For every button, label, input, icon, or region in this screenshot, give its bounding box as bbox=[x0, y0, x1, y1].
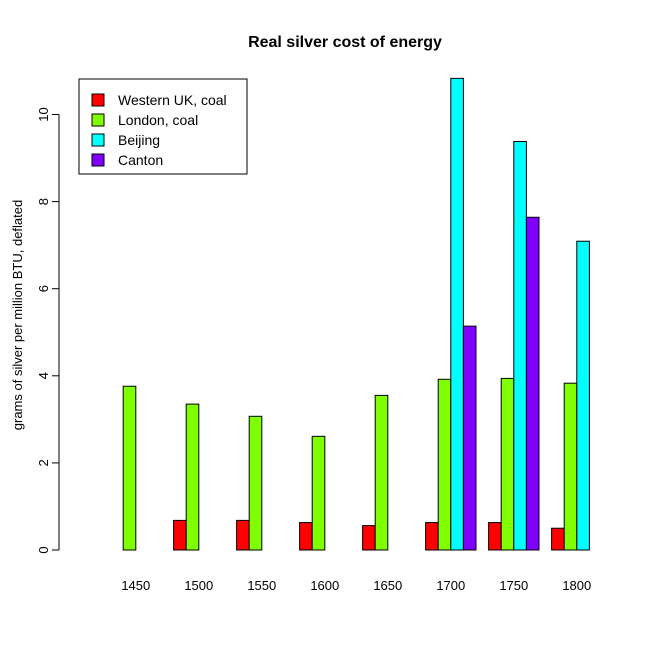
x-tick-label: 1750 bbox=[499, 578, 528, 593]
legend-swatch bbox=[91, 153, 105, 167]
legend-label: Western UK, coal bbox=[118, 92, 227, 108]
bar bbox=[450, 77, 464, 551]
y-tick-label: 2 bbox=[36, 459, 51, 466]
bar bbox=[299, 522, 313, 551]
bar bbox=[425, 522, 439, 551]
bar bbox=[462, 325, 477, 551]
legend-label: Beijing bbox=[118, 132, 160, 148]
x-tick-label: 1450 bbox=[121, 578, 150, 593]
bar bbox=[563, 382, 578, 551]
bar bbox=[374, 394, 389, 551]
bar bbox=[525, 216, 540, 551]
bar bbox=[488, 522, 502, 551]
x-tick-label: 1700 bbox=[436, 578, 465, 593]
legend-label: Canton bbox=[118, 152, 163, 168]
bar bbox=[173, 519, 187, 551]
bar bbox=[185, 403, 200, 551]
x-tick-label: 1600 bbox=[310, 578, 339, 593]
bar bbox=[576, 240, 590, 551]
y-tick-label: 4 bbox=[36, 372, 51, 379]
bar bbox=[122, 385, 137, 551]
bar bbox=[551, 527, 565, 551]
y-tick-label: 8 bbox=[36, 198, 51, 205]
bar bbox=[311, 435, 326, 551]
legend-swatch bbox=[91, 113, 105, 127]
x-tick-label: 1650 bbox=[373, 578, 402, 593]
legend-swatch bbox=[91, 133, 105, 147]
x-tick-label: 1550 bbox=[247, 578, 276, 593]
y-tick-label: 10 bbox=[36, 107, 51, 121]
y-tick-label: 6 bbox=[36, 285, 51, 292]
bars bbox=[122, 77, 590, 551]
legend: Western UK, coal London, coal Beijing Canto… bbox=[78, 78, 248, 175]
bar bbox=[362, 525, 376, 551]
y-axis-label: grams of silver per million BTU, deflate… bbox=[10, 200, 25, 430]
y-tick-label: 0 bbox=[36, 546, 51, 553]
legend-box bbox=[78, 78, 248, 175]
x-axis-labels: 1450 1500 1550 1600 1650 1700 1750 1800 bbox=[121, 578, 591, 593]
bar bbox=[248, 415, 263, 551]
bar bbox=[437, 378, 452, 551]
legend-label: London, coal bbox=[118, 112, 198, 128]
bar bbox=[500, 377, 515, 551]
bar bbox=[513, 141, 527, 551]
x-tick-label: 1800 bbox=[562, 578, 591, 593]
bar bbox=[236, 519, 250, 551]
x-tick-label: 1500 bbox=[184, 578, 213, 593]
legend-swatch bbox=[91, 93, 105, 107]
chart-title: Real silver cost of energy bbox=[248, 34, 442, 51]
y-axis: 0 2 4 6 8 10 bbox=[36, 107, 60, 554]
